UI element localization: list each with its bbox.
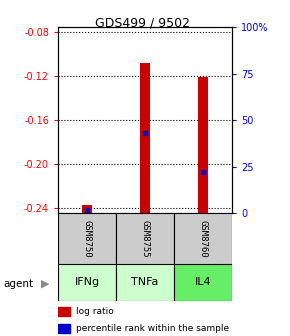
Bar	[198, 77, 208, 213]
Bar	[174, 264, 232, 301]
Bar	[174, 213, 232, 264]
Bar	[116, 213, 174, 264]
Text: TNFa: TNFa	[131, 277, 159, 287]
Text: percentile rank within the sample: percentile rank within the sample	[76, 324, 229, 333]
Bar	[58, 213, 116, 264]
Bar	[82, 205, 92, 213]
Bar	[140, 63, 150, 213]
Text: IL4: IL4	[195, 277, 211, 287]
Text: GSM8755: GSM8755	[140, 220, 150, 257]
Text: agent: agent	[3, 279, 33, 289]
Text: GSM8750: GSM8750	[82, 220, 92, 257]
Text: ▶: ▶	[41, 279, 49, 289]
Text: GDS499 / 9502: GDS499 / 9502	[95, 16, 190, 29]
Text: IFNg: IFNg	[75, 277, 99, 287]
Text: GSM8760: GSM8760	[198, 220, 208, 257]
Text: log ratio: log ratio	[76, 307, 114, 316]
Bar	[58, 324, 70, 333]
Bar	[116, 264, 174, 301]
Bar	[58, 307, 70, 316]
Bar	[58, 264, 116, 301]
